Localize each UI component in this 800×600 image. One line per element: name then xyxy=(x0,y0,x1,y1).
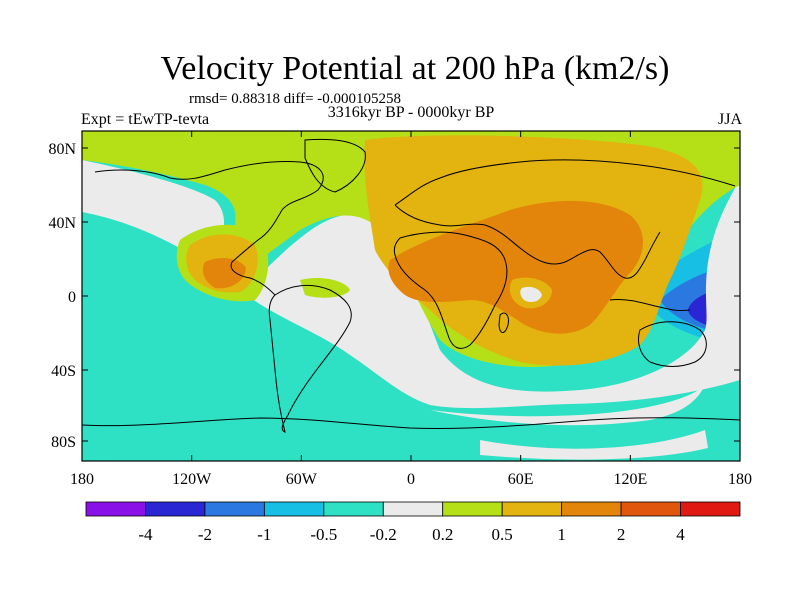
colorbar-label: 1 xyxy=(557,525,566,544)
colorbar-label: -2 xyxy=(198,525,212,544)
contour-band-white-antarctic xyxy=(480,430,708,460)
colorbar-swatch xyxy=(561,501,622,517)
contour-band-orange-americas xyxy=(202,258,246,289)
coastlines xyxy=(82,138,740,433)
longitude-axis: 180 120W 60W 0 60E 120E 180 xyxy=(70,131,752,488)
colorbar-swatch xyxy=(501,501,563,517)
lon-tick-label: 120E xyxy=(613,471,647,488)
coastline-madagascar xyxy=(498,312,509,333)
colorbar-swatch xyxy=(323,501,384,517)
coastline-australia xyxy=(637,321,707,367)
map-title: Velocity Potential at 200 hPa (km2/s) xyxy=(160,50,670,87)
colorbar-label: 2 xyxy=(617,525,626,544)
colorbar-label: -4 xyxy=(138,525,153,544)
lon-tick-label: 120W xyxy=(172,471,212,488)
latitude-axis: 80N 40N 0 40S 80S xyxy=(48,141,740,451)
contour-band-orange xyxy=(388,200,643,334)
colorbar-label: 0.2 xyxy=(432,525,453,544)
contour-hole-white xyxy=(520,286,542,303)
coastline-south-america xyxy=(268,284,352,433)
lon-tick-label: 0 xyxy=(407,471,415,488)
contour-band-white-south xyxy=(430,385,705,426)
colorbar-swatch xyxy=(263,501,325,517)
contour-band-cyan-south xyxy=(82,212,740,461)
colorbar-swatch xyxy=(680,501,741,517)
coastline-africa xyxy=(393,231,508,349)
lon-tick-label: 60E xyxy=(508,471,534,488)
colorbar-label: 4 xyxy=(676,525,685,544)
colorbar-label: -0.2 xyxy=(370,525,397,544)
coastline-indonesia xyxy=(609,299,691,311)
season-label: JJA xyxy=(717,111,742,128)
coastline-eurasia xyxy=(394,159,736,279)
period-label: 3316kyr BP - 0000kyr BP xyxy=(327,104,495,121)
statistics-text: rmsd= 0.88318 diff= -0.000105258 xyxy=(189,91,402,107)
colorbar-swatch xyxy=(382,501,444,517)
colorbar-swatch xyxy=(85,501,146,517)
lon-tick-label: 60W xyxy=(286,471,318,488)
coastline-antarctica xyxy=(82,417,740,429)
experiment-label: Expt = tEwTP-tevta xyxy=(81,111,210,128)
colorbar-swatch xyxy=(620,501,681,517)
lat-tick-label: 40S xyxy=(51,363,76,380)
lat-tick-label: 0 xyxy=(68,289,76,306)
lat-tick-label: 40N xyxy=(48,215,76,232)
colorbar: -4 -2 -1 -0.5 -0.2 0.2 0.5 1 2 4 xyxy=(85,501,741,544)
coastline-greenland xyxy=(304,138,366,193)
colorbar-label: -0.5 xyxy=(310,525,337,544)
colorbar-label: -1 xyxy=(257,525,271,544)
colorbar-swatch xyxy=(145,501,206,517)
coastline-north-america xyxy=(94,161,324,296)
colorbar-swatch xyxy=(442,501,503,517)
lon-tick-label: 180 xyxy=(728,471,752,488)
lat-tick-label: 80S xyxy=(51,434,76,451)
lon-tick-label: 180 xyxy=(70,471,94,488)
colorbar-swatch xyxy=(204,501,265,517)
colorbar-label: 0.5 xyxy=(492,525,513,544)
lat-tick-label: 80N xyxy=(48,141,76,158)
contour-field xyxy=(82,131,740,461)
